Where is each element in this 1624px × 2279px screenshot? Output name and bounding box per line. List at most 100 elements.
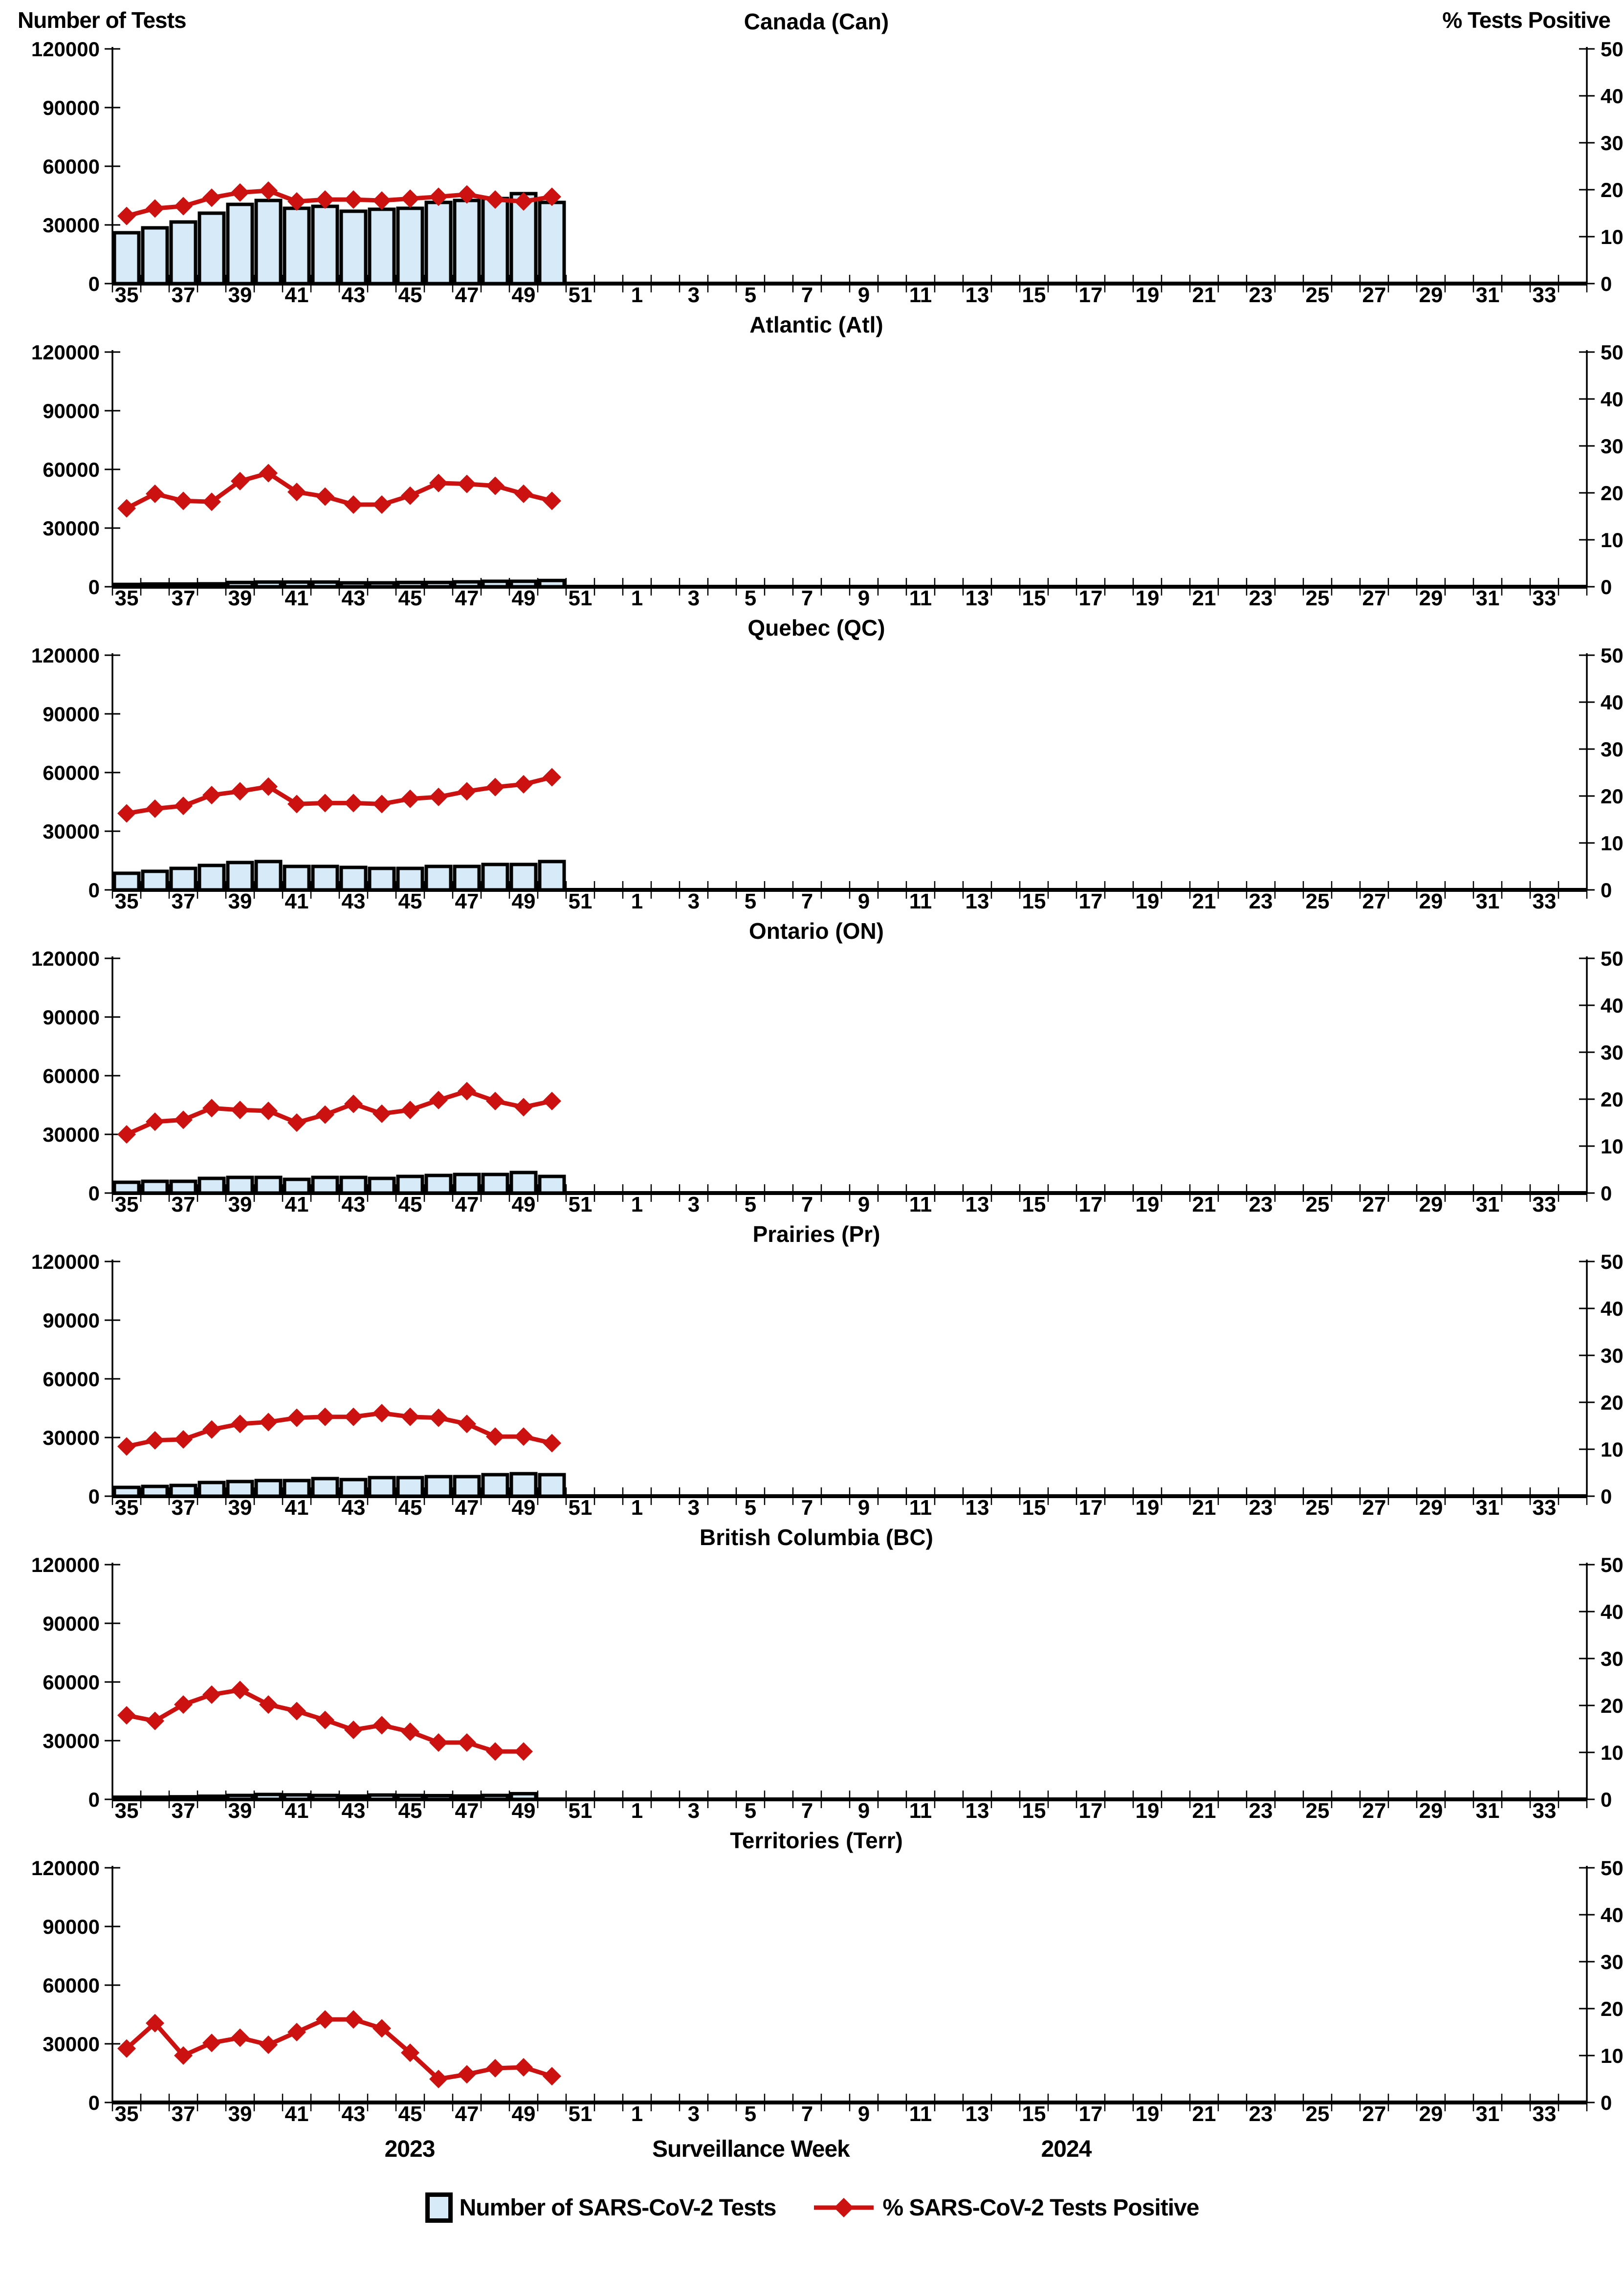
x-tick-label: 25 — [1306, 1193, 1330, 1213]
right-axis-tick-label: 30 — [1601, 1647, 1624, 1670]
x-tick-label: 9 — [858, 1193, 870, 1213]
year-label-2023: 2023 — [384, 2136, 436, 2162]
x-tick-label: 45 — [398, 1193, 422, 1213]
panel-title: Atlantic (Atl) — [749, 312, 883, 337]
x-tick-label: 47 — [455, 283, 479, 303]
x-tick-label: 23 — [1249, 1193, 1273, 1213]
left-axis-tick-label: 60000 — [43, 1064, 100, 1087]
x-tick-label: 51 — [569, 1193, 593, 1213]
tests-bar — [481, 1473, 509, 1498]
pct-positive-marker — [401, 189, 419, 208]
pct-positive-marker — [429, 1090, 448, 1109]
x-tick-label: 37 — [172, 1799, 196, 1819]
left-axis-tick-label: 120000 — [31, 341, 100, 364]
x-tick-label: 21 — [1192, 283, 1216, 303]
left-axis-tick-label: 0 — [88, 272, 100, 295]
tests-bar — [311, 204, 339, 286]
pct-positive-marker — [344, 794, 363, 813]
panel-3: Quebec (QC) 0 30000 60000 90000 120000 0 10 20 30… — [0, 606, 1624, 913]
left-axis-tick-label: 90000 — [43, 1309, 100, 1332]
pct-positive-marker — [514, 484, 533, 503]
tests-bar — [481, 1793, 509, 1801]
tests-bar — [311, 1477, 339, 1498]
tests-bar — [339, 2101, 368, 2104]
panel-chart: Quebec (QC) 0 30000 60000 90000 120000 0 10 20 30… — [31, 615, 1624, 913]
x-tick-label: 11 — [909, 1799, 932, 1819]
pct-positive-marker — [401, 2043, 419, 2062]
x-tick-label: 23 — [1249, 1799, 1273, 1819]
right-axis-tick-label: 0 — [1601, 2091, 1612, 2114]
pct-positive-marker — [543, 768, 561, 787]
left-axis-tick-label: 60000 — [43, 155, 100, 178]
tests-bar — [396, 866, 424, 892]
legend: Number of SARS-CoV-2 Tests % SARS-CoV-2 … — [0, 2178, 1624, 2237]
pct-positive-line — [126, 1089, 552, 1137]
x-tick-label: 31 — [1476, 586, 1500, 606]
pct-positive-marker — [543, 2067, 561, 2086]
x-tick-label: 17 — [1079, 1193, 1103, 1213]
right-axis-tick-label: 20 — [1601, 482, 1624, 505]
tests-bar — [538, 200, 566, 286]
tests-bar — [226, 1793, 254, 1801]
x-tick-label: 11 — [909, 586, 932, 606]
pct-positive-marker — [231, 782, 249, 801]
tests-bar — [424, 200, 453, 286]
right-axis-tick-label: 50 — [1601, 1857, 1624, 1880]
tests-bar — [226, 1175, 254, 1195]
left-axis-tick-label: 0 — [88, 1788, 100, 1811]
tests-bar — [339, 865, 368, 892]
x-tick-label: 47 — [455, 889, 479, 909]
x-tick-label: 41 — [285, 1193, 309, 1213]
pct-positive-marker — [458, 782, 476, 801]
pct-positive-marker — [117, 2039, 136, 2058]
tests-bar — [538, 1473, 566, 1498]
pct-positive-marker — [373, 1404, 391, 1423]
right-axis-tick-label: 10 — [1601, 1438, 1624, 1461]
right-axis-tick-label: 20 — [1601, 1694, 1624, 1717]
tests-bar — [169, 582, 198, 589]
tests-bar — [339, 1794, 368, 1801]
tests-bar — [368, 1176, 396, 1195]
right-axis-tick-label: 40 — [1601, 1903, 1624, 1926]
pct-positive-marker — [287, 795, 306, 814]
pct-positive-marker — [429, 187, 448, 206]
right-axis-tick-label: 50 — [1601, 341, 1624, 364]
x-tick-label: 21 — [1192, 586, 1216, 606]
tests-bar — [396, 1174, 424, 1195]
tests-bar — [198, 211, 226, 286]
tests-bar — [339, 1175, 368, 1195]
x-tick-label: 29 — [1419, 1193, 1443, 1213]
pct-positive-marker — [316, 190, 334, 209]
panel-title: Ontario (ON) — [749, 918, 884, 944]
x-tick-label: 47 — [455, 1496, 479, 1516]
pct-positive-marker — [486, 777, 505, 797]
x-tick-label: 9 — [858, 586, 870, 606]
tests-bar — [368, 2101, 396, 2104]
tests-bar — [254, 860, 283, 892]
tests-bar — [396, 580, 424, 589]
tests-bar — [424, 864, 453, 892]
tests-bar — [453, 1173, 481, 1195]
pct-positive-marker — [117, 1437, 136, 1456]
x-tick-label: 17 — [1079, 1496, 1103, 1516]
x-tick-label: 49 — [512, 283, 536, 303]
pct-positive-marker — [231, 1101, 249, 1120]
x-tick-label: 1 — [631, 2102, 643, 2122]
tests-bar — [368, 581, 396, 589]
x-tick-label: 39 — [228, 1193, 252, 1213]
left-axis-tick-label: 120000 — [31, 38, 100, 61]
x-tick-label: 49 — [512, 586, 536, 606]
right-axis-tick-label: 30 — [1601, 1950, 1624, 1973]
x-tick-label: 35 — [115, 2102, 139, 2122]
x-tick-label: 49 — [512, 2102, 536, 2122]
pct-positive-marker — [259, 777, 278, 796]
left-axis-tick-label: 30000 — [43, 1123, 100, 1146]
x-tick-label: 1 — [631, 586, 643, 606]
right-axis-tick-label: 40 — [1601, 994, 1624, 1017]
tests-bar — [509, 1792, 538, 1801]
pct-positive-marker — [117, 499, 136, 518]
tests-bar — [311, 864, 339, 892]
x-tick-label: 27 — [1362, 1799, 1386, 1819]
panel-chart: British Columbia (BC)0300006000090000120… — [31, 1525, 1624, 1823]
x-tick-label: 23 — [1249, 586, 1273, 606]
